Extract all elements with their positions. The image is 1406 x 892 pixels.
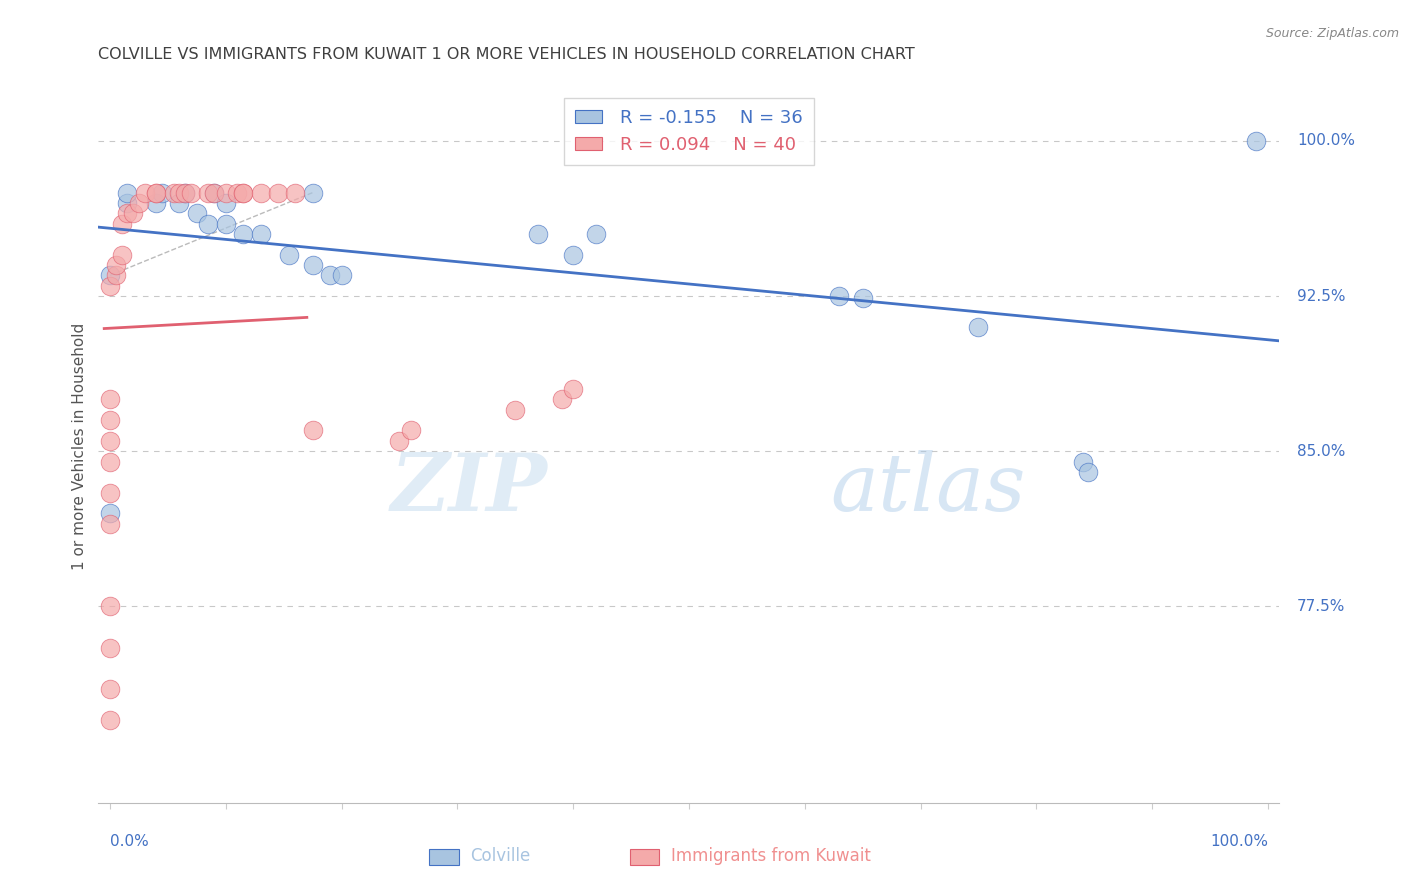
Text: COLVILLE VS IMMIGRANTS FROM KUWAIT 1 OR MORE VEHICLES IN HOUSEHOLD CORRELATION C: COLVILLE VS IMMIGRANTS FROM KUWAIT 1 OR … xyxy=(98,47,915,62)
Point xyxy=(278,248,301,262)
Point xyxy=(215,196,238,211)
Point xyxy=(1246,134,1268,148)
Point xyxy=(110,248,132,262)
Point xyxy=(104,258,127,272)
Text: 100.0%: 100.0% xyxy=(1298,134,1355,148)
Point xyxy=(128,196,150,211)
Point xyxy=(249,227,271,241)
Point xyxy=(388,434,411,448)
Point xyxy=(174,186,197,200)
Point xyxy=(226,186,249,200)
Text: atlas: atlas xyxy=(831,450,1026,527)
Point xyxy=(249,186,271,200)
Point xyxy=(232,186,254,200)
Point xyxy=(98,516,121,531)
Point xyxy=(330,268,353,283)
Point xyxy=(585,227,607,241)
Point xyxy=(202,186,225,200)
Point xyxy=(1071,454,1094,468)
Point xyxy=(145,186,167,200)
Point xyxy=(301,186,323,200)
Point xyxy=(117,186,139,200)
Text: Source: ZipAtlas.com: Source: ZipAtlas.com xyxy=(1265,27,1399,40)
Point xyxy=(98,713,121,727)
Point xyxy=(150,186,173,200)
Point xyxy=(319,268,342,283)
Point xyxy=(1077,465,1099,479)
Point xyxy=(301,424,323,438)
Point xyxy=(163,186,186,200)
Point xyxy=(197,186,219,200)
Point xyxy=(98,392,121,407)
Point xyxy=(110,217,132,231)
Text: Colville: Colville xyxy=(471,847,530,865)
Bar xyxy=(630,849,659,865)
Point xyxy=(98,681,121,696)
Point xyxy=(852,291,875,305)
Point xyxy=(169,196,191,211)
Point xyxy=(301,258,323,272)
Point xyxy=(104,268,127,283)
Point xyxy=(98,506,121,520)
Point xyxy=(399,424,422,438)
Legend: R = -0.155    N = 36, R = 0.094    N = 40: R = -0.155 N = 36, R = 0.094 N = 40 xyxy=(564,98,814,165)
Point xyxy=(98,485,121,500)
Point xyxy=(527,227,550,241)
Point xyxy=(98,278,121,293)
Text: 92.5%: 92.5% xyxy=(1298,288,1346,303)
Text: ZIP: ZIP xyxy=(391,450,547,527)
Point xyxy=(562,248,585,262)
Point xyxy=(267,186,290,200)
Text: 85.0%: 85.0% xyxy=(1298,443,1346,458)
Point xyxy=(98,268,121,283)
Point xyxy=(98,640,121,655)
Point xyxy=(967,320,990,334)
Y-axis label: 1 or more Vehicles in Household: 1 or more Vehicles in Household xyxy=(72,322,87,570)
Point xyxy=(186,206,208,220)
Point xyxy=(550,392,572,407)
Point xyxy=(98,599,121,614)
Text: 77.5%: 77.5% xyxy=(1298,599,1346,614)
Point xyxy=(169,186,191,200)
Point xyxy=(180,186,202,200)
Point xyxy=(232,186,254,200)
Point xyxy=(562,382,585,396)
Point xyxy=(197,217,219,231)
Point xyxy=(232,227,254,241)
Point xyxy=(828,289,851,303)
Text: 0.0%: 0.0% xyxy=(110,834,149,849)
Point xyxy=(98,434,121,448)
Point xyxy=(98,454,121,468)
Point xyxy=(215,186,238,200)
Point xyxy=(174,186,197,200)
Point xyxy=(122,206,145,220)
Point xyxy=(117,206,139,220)
Point xyxy=(145,186,167,200)
Point xyxy=(145,196,167,211)
Point xyxy=(117,196,139,211)
Point xyxy=(134,186,156,200)
Text: Immigrants from Kuwait: Immigrants from Kuwait xyxy=(671,847,872,865)
Point xyxy=(284,186,307,200)
Point xyxy=(202,186,225,200)
Point xyxy=(503,402,526,417)
Bar xyxy=(429,849,458,865)
Point xyxy=(215,217,238,231)
Point xyxy=(98,413,121,427)
Text: 100.0%: 100.0% xyxy=(1211,834,1268,849)
